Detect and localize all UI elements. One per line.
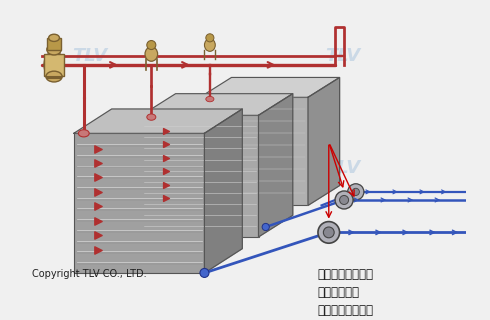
Bar xyxy=(200,97,308,205)
Text: TLV: TLV xyxy=(325,47,360,65)
Polygon shape xyxy=(142,94,293,115)
Text: TLV: TLV xyxy=(205,215,240,233)
Point xyxy=(162,141,170,147)
Ellipse shape xyxy=(47,44,61,55)
Ellipse shape xyxy=(206,96,214,102)
Text: TLV: TLV xyxy=(73,158,108,177)
Circle shape xyxy=(323,227,334,238)
Point xyxy=(162,169,170,174)
Polygon shape xyxy=(200,77,340,97)
Circle shape xyxy=(348,184,364,200)
Point xyxy=(94,247,102,252)
Text: TLV: TLV xyxy=(73,47,108,65)
Text: TLV: TLV xyxy=(325,158,360,177)
Ellipse shape xyxy=(206,34,214,42)
Circle shape xyxy=(200,268,209,277)
Ellipse shape xyxy=(46,71,62,82)
Circle shape xyxy=(318,221,340,243)
Point xyxy=(94,146,102,151)
Ellipse shape xyxy=(204,39,215,51)
Point xyxy=(94,218,102,223)
Polygon shape xyxy=(259,94,293,237)
Point xyxy=(162,196,170,201)
Ellipse shape xyxy=(44,51,64,78)
Bar xyxy=(47,38,61,51)
Circle shape xyxy=(352,188,359,196)
Ellipse shape xyxy=(147,114,156,120)
Circle shape xyxy=(340,196,348,204)
Polygon shape xyxy=(204,109,242,273)
Text: Copyright TLV CO., LTD.: Copyright TLV CO., LTD. xyxy=(31,269,146,279)
Ellipse shape xyxy=(145,47,158,61)
Point xyxy=(94,233,102,238)
Polygon shape xyxy=(74,109,242,133)
Bar xyxy=(142,115,259,237)
Point xyxy=(162,155,170,160)
Point xyxy=(162,182,170,187)
Bar xyxy=(44,54,64,76)
Point xyxy=(94,204,102,209)
Ellipse shape xyxy=(78,130,89,137)
Ellipse shape xyxy=(147,41,156,50)
Point xyxy=(94,189,102,195)
Point xyxy=(94,161,102,166)
Point xyxy=(94,175,102,180)
Text: 電気を使用しない
トラップ内蔵
メカニカルポンプ: 電気を使用しない トラップ内蔵 メカニカルポンプ xyxy=(318,268,374,317)
Point xyxy=(162,128,170,133)
Circle shape xyxy=(335,191,353,209)
Text: TLV: TLV xyxy=(205,100,240,118)
Ellipse shape xyxy=(49,34,59,41)
Circle shape xyxy=(262,223,270,231)
Polygon shape xyxy=(308,77,340,205)
Bar xyxy=(74,133,204,273)
